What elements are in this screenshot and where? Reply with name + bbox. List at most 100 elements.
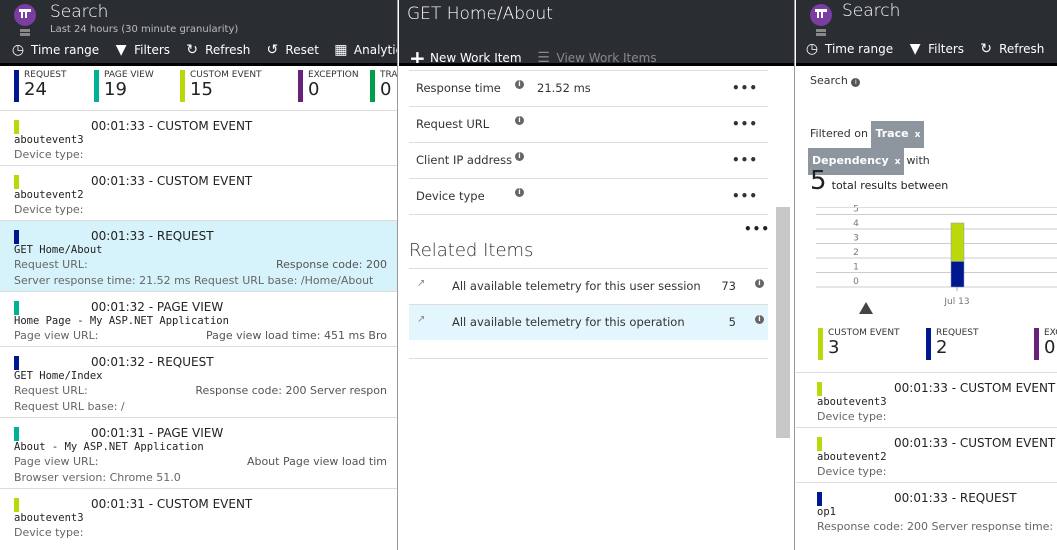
more-button[interactable]: ••• xyxy=(731,153,758,167)
reset-button[interactable]: ↺ Reset xyxy=(264,42,319,58)
scrollbar[interactable] xyxy=(776,207,790,438)
count-request[interactable]: REQUEST 24 xyxy=(14,70,94,104)
details-panel: GET Home/About + New Work Item ☰ View Work… xyxy=(399,0,795,550)
type-marker xyxy=(14,301,19,315)
result-item[interactable]: 00:01:31 - CUSTOM EVENT aboutevent3 Device… xyxy=(0,488,397,543)
total-text: total results between xyxy=(831,179,949,192)
refresh-button[interactable]: ↻ Refresh xyxy=(978,41,1044,57)
more-button[interactable]: ••• xyxy=(731,117,758,131)
count-custom-event[interactable]: CUSTOM EVENT 3 xyxy=(818,328,926,362)
count-request[interactable]: REQUEST 2 xyxy=(926,328,1034,362)
count-custom-event[interactable]: CUSTOM EVENT 15 xyxy=(180,70,298,104)
type-marker xyxy=(817,382,822,396)
search-panel-left: Search Last 24 hours (30 minute granular… xyxy=(0,0,398,550)
result-item[interactable]: 00:01:33 - CUSTOM EVENT aboutevent2 Device… xyxy=(0,165,397,220)
filter-chip-dependency[interactable]: Dependency x xyxy=(808,148,905,175)
info-icon[interactable]: i xyxy=(755,315,764,324)
toolbar: ◷ Time range ▼ Filters ↻ Refresh xyxy=(804,41,1045,57)
type-marker xyxy=(14,498,19,512)
refresh-icon: ↻ xyxy=(186,42,198,58)
results-chart: 0 1 2 3 4 5 Jul 13 xyxy=(816,205,1057,307)
filters-button[interactable]: ▼ Filters xyxy=(907,41,964,57)
arrow-icon: ↗ xyxy=(417,278,426,289)
result-item[interactable]: 00:01:33 - CUSTOM EVENT aboutevent3 Device… xyxy=(0,110,397,165)
search-panel-right: Search ◷ Time range ▼ Filters ↻ Refresh Searc… xyxy=(796,0,1057,550)
more-button[interactable]: ••• xyxy=(731,81,758,95)
result-item[interactable]: 00:01:32 - REQUEST GET Home/Index Request … xyxy=(0,346,397,417)
count-trace[interactable]: TRACE0 xyxy=(370,70,397,104)
bar-request xyxy=(950,261,965,288)
info-icon[interactable]: i xyxy=(515,188,524,197)
checklist-icon: ☰ xyxy=(537,50,550,66)
refresh-button[interactable]: ↻ Refresh xyxy=(184,42,250,58)
related-more-button[interactable]: ••• xyxy=(744,222,771,236)
new-work-item-button[interactable]: + New Work Item xyxy=(409,46,522,70)
total-count: 5 xyxy=(810,166,827,196)
refresh-icon: ↻ xyxy=(980,41,992,57)
toolbar: ◷ Time range ▼ Filters ↻ Refresh ↺ Reset ▦ Analyt… xyxy=(10,42,397,58)
more-button[interactable]: ••• xyxy=(731,189,758,203)
y-tick-label: 5 xyxy=(853,205,859,215)
related-items-heading: Related Items xyxy=(409,240,534,261)
clock-icon: ◷ xyxy=(805,41,819,57)
property-row: Device type i ••• xyxy=(409,178,768,214)
type-marker xyxy=(14,175,19,189)
header: Search ◷ Time range ▼ Filters ↻ Refresh xyxy=(796,0,1057,66)
app-insights-bulb-icon xyxy=(14,4,36,32)
type-marker xyxy=(817,492,822,506)
info-icon[interactable]: i xyxy=(515,152,524,161)
results-list: 00:01:33 - CUSTOM EVENT aboutevent3 Device… xyxy=(0,110,397,543)
results-list: 00:01:33 - CUSTOM EVENT aboutevent3 Device… xyxy=(796,372,1057,537)
result-item[interactable]: 00:01:33 - CUSTOM EVENT aboutevent3 Device… xyxy=(796,372,1057,427)
remove-filter-icon[interactable]: x xyxy=(894,157,901,167)
collapse-chart-button[interactable] xyxy=(859,302,873,314)
header: GET Home/About + New Work Item ☰ View Work… xyxy=(399,0,794,70)
time-subtitle: Last 24 hours (30 minute granularity) xyxy=(50,24,239,35)
y-tick-label: 0 xyxy=(853,277,859,287)
info-icon[interactable]: i xyxy=(755,279,764,288)
header: Search Last 24 hours (30 minute granular… xyxy=(0,0,397,66)
type-marker xyxy=(14,230,19,244)
filter-chip-trace[interactable]: Trace x xyxy=(871,121,925,148)
type-marker xyxy=(14,356,19,370)
analytics-icon: ▦ xyxy=(334,42,348,58)
plus-icon: + xyxy=(409,46,426,70)
panel-title: GET Home/About xyxy=(407,4,553,24)
time-range-button[interactable]: ◷ Time range xyxy=(805,41,894,57)
remove-filter-icon[interactable]: x xyxy=(914,130,921,140)
arrow-icon: ↗ xyxy=(417,314,426,325)
y-tick-label: 2 xyxy=(853,248,859,258)
filtered-on-label: Filtered on xyxy=(810,127,868,140)
app-insights-bulb-icon xyxy=(810,4,832,32)
analytics-button[interactable]: ▦Analytics xyxy=(334,42,397,58)
panel-title: Search xyxy=(50,2,109,22)
info-icon[interactable]: i xyxy=(515,116,524,125)
x-tick-label: Jul 13 xyxy=(943,297,969,307)
info-icon[interactable]: i xyxy=(515,80,524,89)
filter-icon: ▼ xyxy=(115,42,127,58)
panel-title: Search xyxy=(842,1,901,21)
result-item[interactable]: 00:01:33 - REQUEST GET Home/About Request … xyxy=(0,220,397,291)
type-marker xyxy=(817,437,822,451)
related-item[interactable]: ↗ All available telemetry for this user s… xyxy=(409,268,768,304)
time-range-button[interactable]: ◷ Time range xyxy=(11,42,100,58)
reset-icon: ↺ xyxy=(266,42,279,58)
property-row: Client IP address i ••• xyxy=(409,142,768,178)
property-row: Response time i 21.52 ms ••• xyxy=(409,70,768,106)
view-work-items-button[interactable]: ☰ View Work Items xyxy=(537,50,657,66)
bar-custom-event xyxy=(950,222,965,262)
filters-button[interactable]: ▼ Filters xyxy=(113,42,170,58)
related-item[interactable]: ↗ All available telemetry for this operat… xyxy=(409,304,768,340)
result-item[interactable]: 00:01:33 - CUSTOM EVENT aboutevent2 Device… xyxy=(796,427,1057,482)
result-item[interactable]: 00:01:32 - PAGE VIEW Home Page - My ASP.N… xyxy=(0,291,397,346)
type-marker xyxy=(14,427,19,441)
filter-icon: ▼ xyxy=(909,41,921,57)
result-item[interactable]: 00:01:31 - PAGE VIEW About - My ASP.NET A… xyxy=(0,417,397,488)
count-page-view[interactable]: PAGE VIEW 19 xyxy=(94,70,180,104)
result-item[interactable]: 00:01:33 - REQUEST op1 Response code: 200 … xyxy=(796,482,1057,537)
y-tick-label: 3 xyxy=(853,234,859,244)
info-icon: i xyxy=(851,78,861,87)
type-marker xyxy=(14,120,19,134)
